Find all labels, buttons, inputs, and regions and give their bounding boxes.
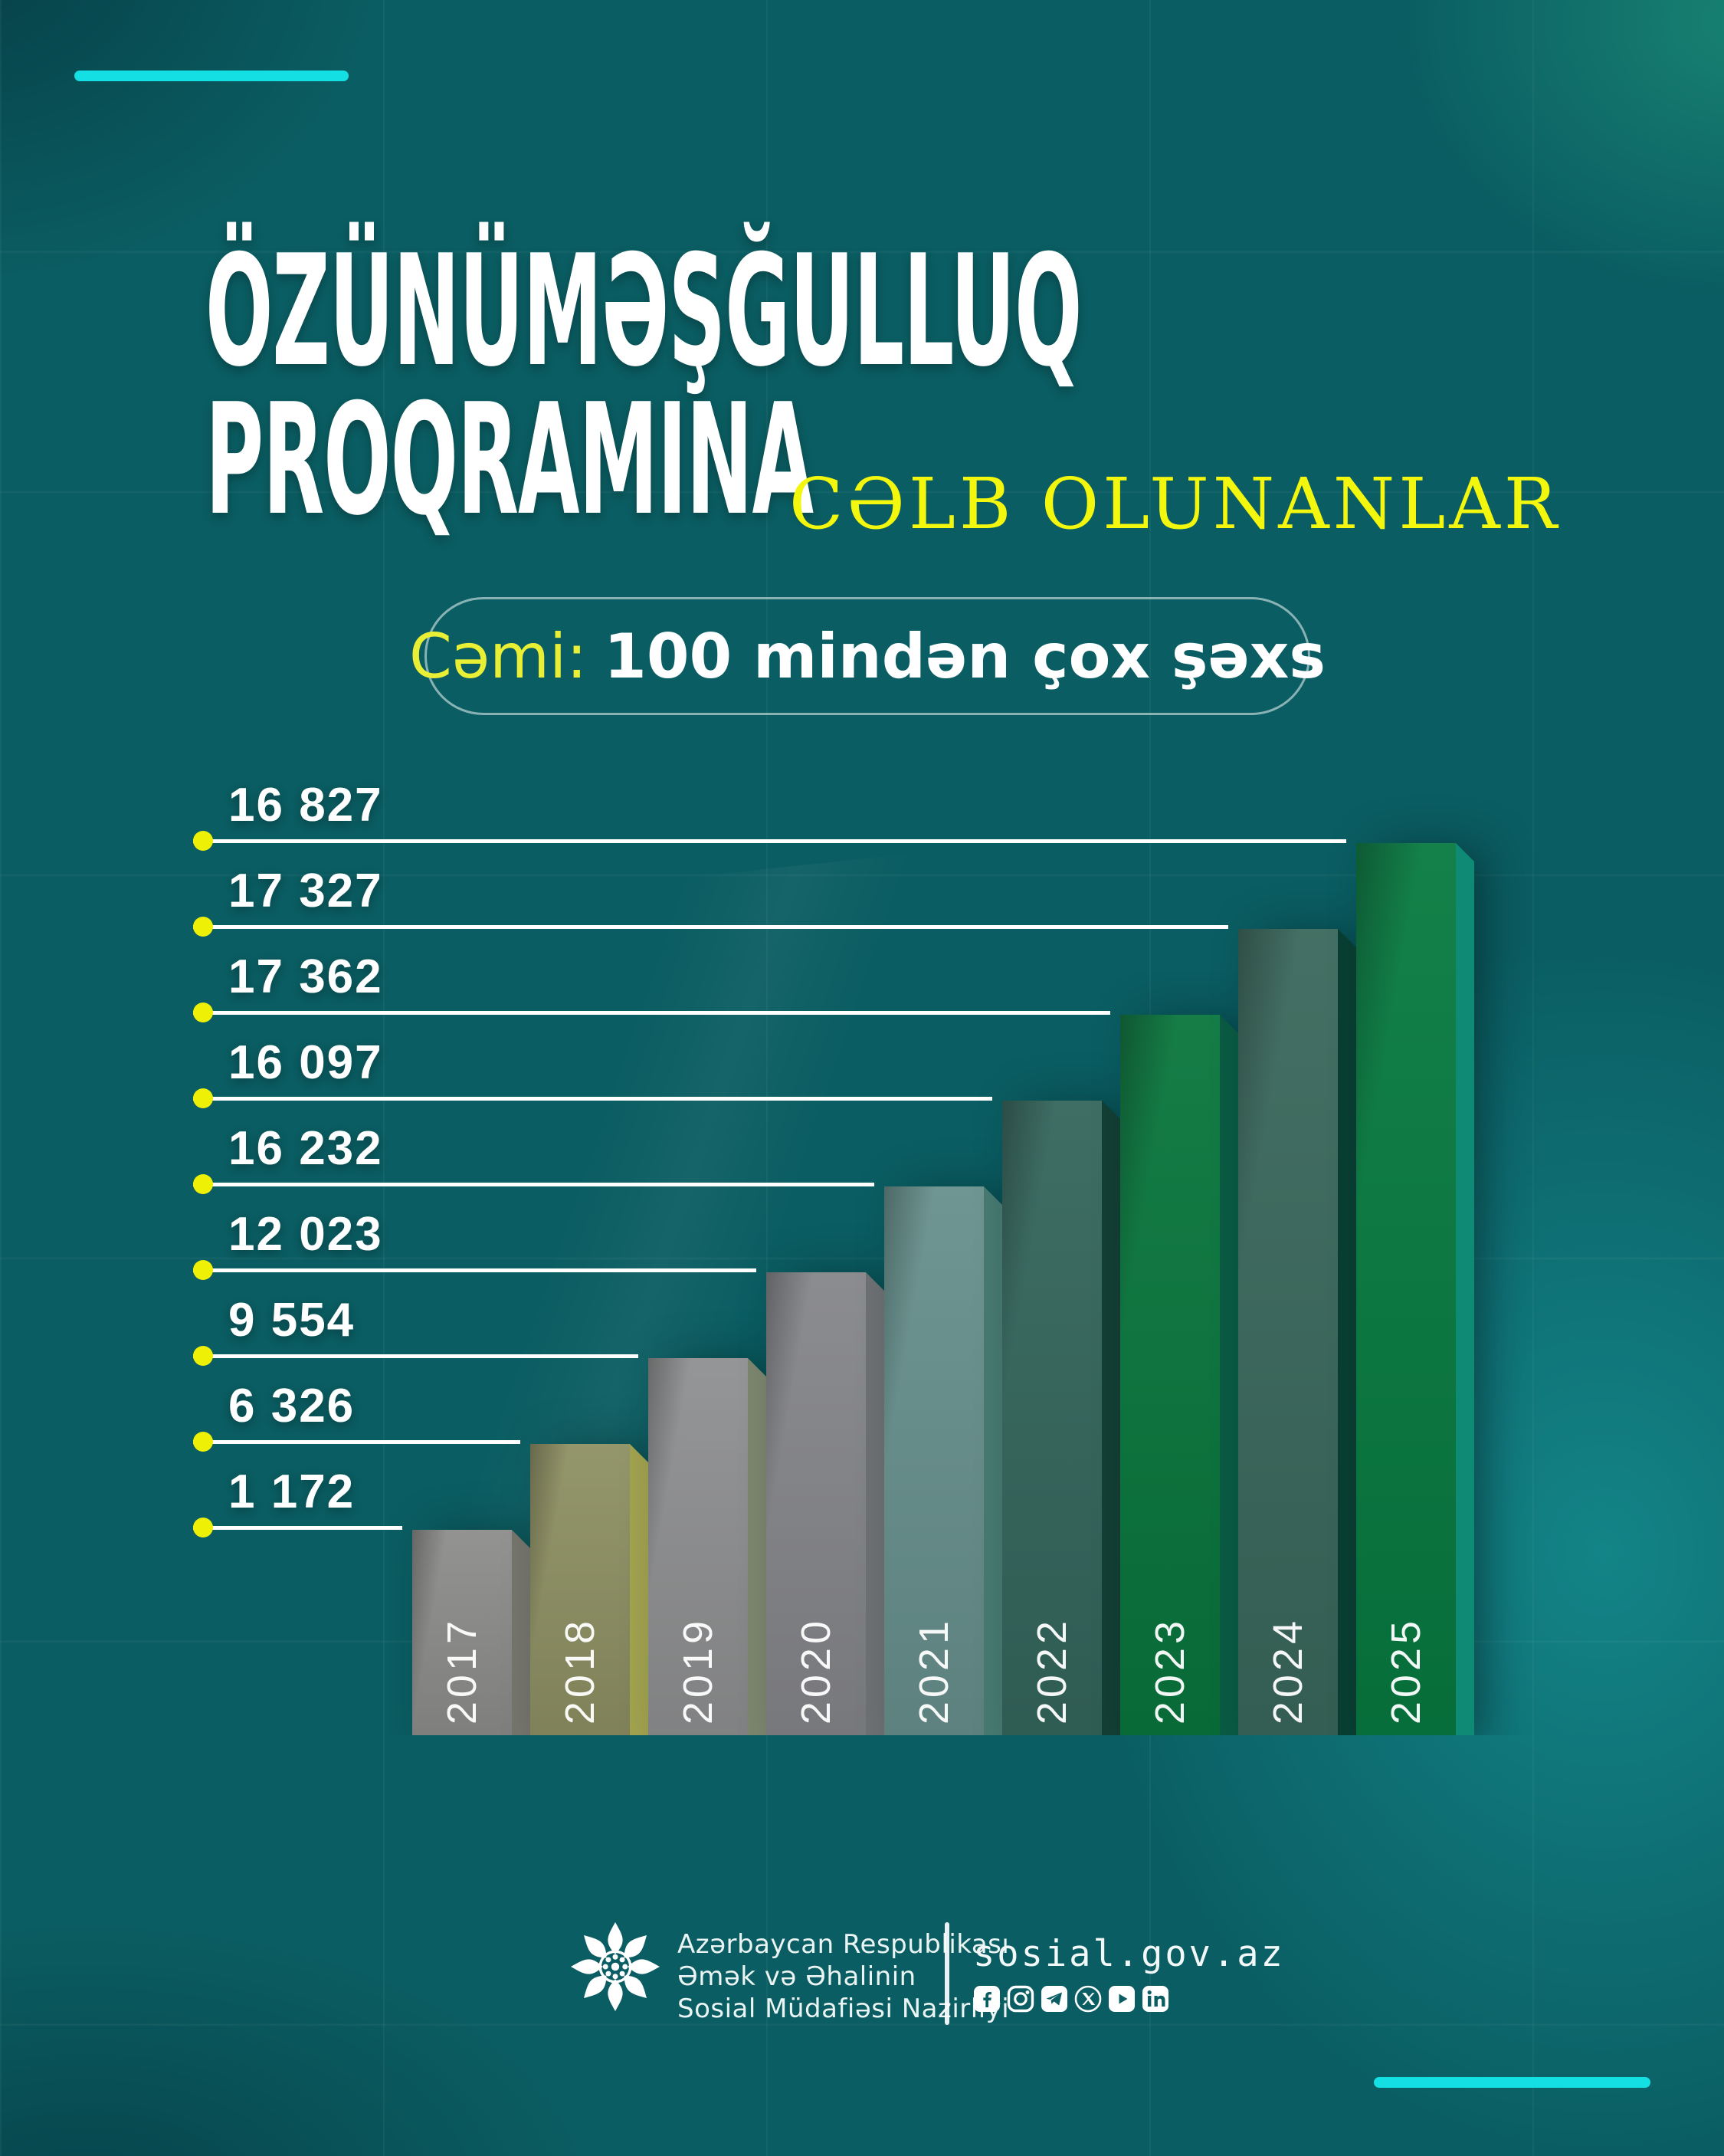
value-row-2019: 9 554 [193, 1294, 638, 1366]
bullet-dot [193, 1346, 213, 1366]
bullet-dot [193, 1003, 213, 1022]
bullet-dot [193, 1432, 213, 1452]
x-twitter-icon[interactable] [1074, 1985, 1102, 2013]
value-label: 16 827 [228, 779, 383, 832]
bar-2018: 2018 [530, 1444, 630, 1735]
title-line1: ÖZÜNÜMƏŞĞULLUQ [205, 222, 1082, 401]
leader-line [193, 1268, 756, 1272]
ministry-name-line2: Əmək və Əhalinin [677, 1961, 916, 1992]
bar-2020: 2020 [766, 1272, 866, 1735]
instagram-icon[interactable] [1007, 1985, 1034, 2013]
ministry-name-line1: Azərbaycan Respublikası [677, 1929, 1010, 1960]
bullet-dot [193, 1088, 213, 1108]
bar-2022: 2022 [1002, 1101, 1102, 1735]
value-label: 1 172 [228, 1465, 356, 1518]
value-row-2018: 6 326 [193, 1380, 520, 1452]
facebook-icon[interactable] [973, 1985, 1001, 2013]
value-label: 9 554 [228, 1294, 356, 1347]
bar-2024: 2024 [1238, 929, 1338, 1735]
value-label: 17 327 [228, 865, 383, 917]
bar-year-label: 2022 [1029, 1616, 1075, 1724]
total-label: Cəmi: [408, 620, 588, 692]
bar-2017: 2017 [412, 1530, 512, 1735]
bar-year-label: 2023 [1147, 1616, 1193, 1724]
footer-divider [945, 1922, 949, 2025]
leader-line [193, 1526, 402, 1530]
value-row-2024: 17 327 [193, 865, 1228, 937]
bullet-dot [193, 831, 213, 851]
cyan-accent-line-bottom [1374, 2077, 1650, 2088]
leader-line [193, 1183, 874, 1186]
page-title: ÖZÜNÜMƏŞĞULLUQ PROQRAMINA [205, 222, 1724, 550]
youtube-icon[interactable] [1108, 1985, 1136, 2013]
footer: Azərbaycan Respublikası Əmək və Əhalinin… [0, 1908, 1724, 2062]
value-row-2025: 16 827 [193, 779, 1346, 851]
cyan-accent-line-top [74, 71, 349, 81]
bar-chart: 2017 2018 2019 2020 2021 2022 2023 2024 … [0, 0, 1724, 1735]
telegram-icon[interactable] [1041, 1985, 1068, 2013]
bar-year-label: 2021 [911, 1616, 957, 1724]
value-row-2020: 12 023 [193, 1208, 756, 1280]
linkedin-icon[interactable] [1142, 1985, 1169, 2013]
bullet-dot [193, 1518, 213, 1537]
leader-line [193, 839, 1346, 843]
bar-2025: 2025 [1356, 843, 1456, 1735]
bullet-dot [193, 1260, 213, 1280]
leader-line [193, 1097, 992, 1101]
leader-line [193, 1354, 638, 1358]
bullet-dot [193, 917, 213, 937]
total-value: 100 mindən çox şəxs [604, 620, 1326, 692]
value-row-2021: 16 232 [193, 1122, 874, 1194]
bar-2019: 2019 [648, 1358, 748, 1735]
value-label: 6 326 [228, 1380, 356, 1432]
value-label: 16 232 [228, 1122, 383, 1175]
social-icons-row [973, 1985, 1169, 2013]
bar-year-label: 2019 [675, 1616, 721, 1724]
value-row-2017: 1 172 [193, 1465, 402, 1537]
ministry-name-line3: Sosial Müdafiəsi Nazirliyi [677, 1994, 1010, 2024]
title-tagline: CƏLB OLUNANLAR [789, 463, 1562, 545]
value-label: 12 023 [228, 1208, 383, 1261]
bar-year-label: 2024 [1265, 1616, 1311, 1724]
leader-line [193, 1011, 1110, 1015]
title-line2: PROQRAMINA [205, 371, 814, 550]
total-summary-pill: Cəmi: 100 mindən çox şəxs [409, 597, 1326, 715]
leader-line [193, 1440, 520, 1444]
website-link[interactable]: sosial.gov.az [973, 1933, 1285, 1975]
bar-year-label: 2020 [793, 1616, 839, 1724]
bar-2023: 2023 [1120, 1015, 1220, 1735]
value-label: 16 097 [228, 1036, 383, 1089]
value-label: 17 362 [228, 950, 383, 1003]
ministry-emblem-star-icon [571, 1922, 660, 2011]
bar-year-label: 2017 [439, 1616, 485, 1724]
ministry-name: Azərbaycan Respublikası Əmək və Əhalinin… [677, 1928, 1009, 2025]
value-row-2022: 16 097 [193, 1036, 992, 1108]
value-row-2023: 17 362 [193, 950, 1110, 1022]
bar-year-label: 2018 [557, 1616, 603, 1724]
bar-year-label: 2025 [1383, 1616, 1429, 1724]
bullet-dot [193, 1174, 213, 1194]
bar-2021: 2021 [884, 1186, 984, 1735]
leader-line [193, 925, 1228, 929]
